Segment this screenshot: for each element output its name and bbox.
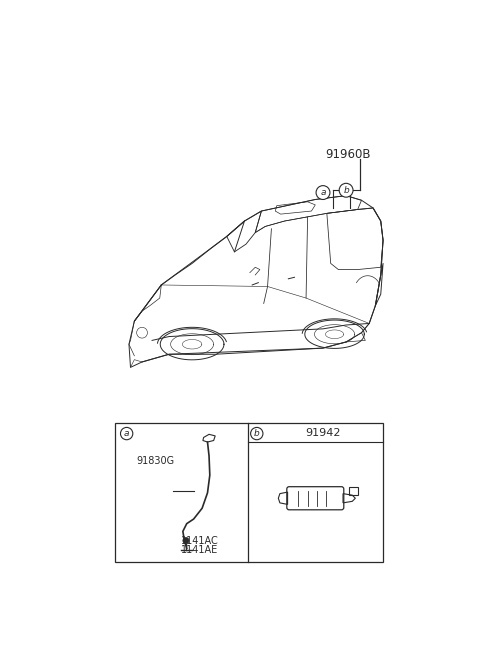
- Text: a: a: [124, 429, 130, 438]
- Text: 91830G: 91830G: [136, 457, 174, 466]
- Circle shape: [183, 538, 189, 544]
- Circle shape: [339, 183, 353, 197]
- Text: b: b: [343, 186, 349, 195]
- Text: 1141AE: 1141AE: [181, 545, 218, 555]
- Text: b: b: [254, 429, 260, 438]
- Text: a: a: [320, 188, 326, 197]
- Circle shape: [251, 428, 263, 440]
- Bar: [115, 422, 383, 562]
- Text: 91942: 91942: [305, 428, 341, 438]
- Text: 1141AC: 1141AC: [181, 536, 219, 546]
- Circle shape: [316, 185, 330, 200]
- Text: 91960B: 91960B: [325, 147, 371, 160]
- Circle shape: [120, 428, 133, 440]
